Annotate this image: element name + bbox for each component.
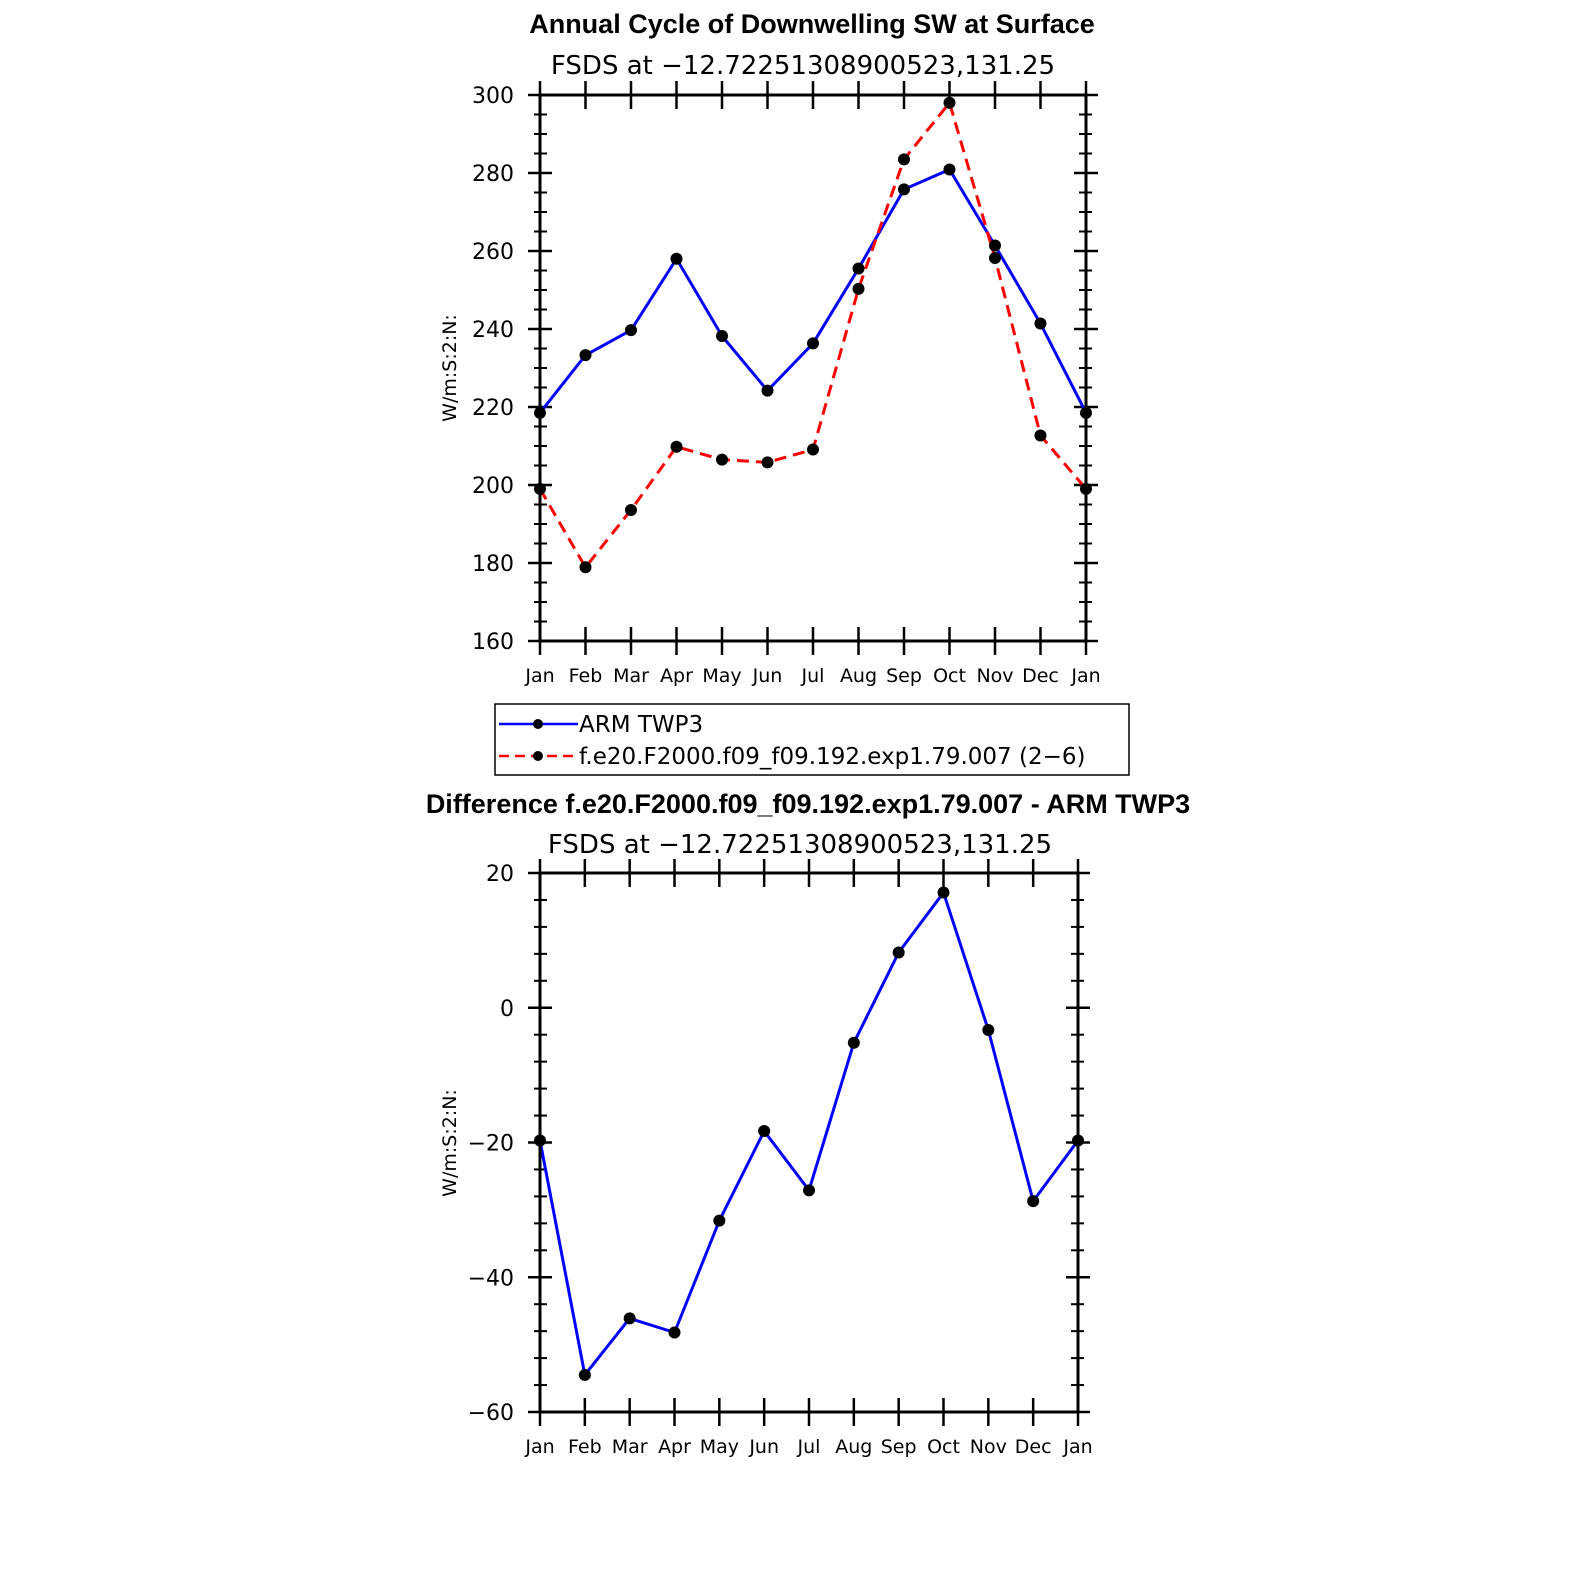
legend-marker-model	[533, 751, 543, 761]
data-point-obs	[625, 324, 637, 337]
data-point-diff	[847, 1036, 860, 1049]
data-point-diff	[892, 946, 905, 959]
y-tick-label: 20	[486, 862, 514, 887]
data-point-model	[579, 561, 592, 574]
x-tick-label: Jan	[524, 1436, 554, 1458]
y-axis-label: W/m:S:2:N:	[439, 1089, 461, 1197]
data-point-model	[1034, 429, 1047, 442]
y-tick-label: 220	[472, 396, 514, 421]
x-tick-label: Feb	[569, 665, 603, 687]
data-point-model	[807, 443, 819, 456]
x-tick-label: Mar	[612, 1436, 648, 1458]
data-point-obs	[716, 330, 728, 343]
data-point-obs	[807, 337, 819, 350]
data-point-model	[670, 440, 683, 453]
x-tick-label: Mar	[613, 665, 649, 687]
x-tick-label: Feb	[568, 1436, 602, 1458]
chart-title: Difference f.e20.F2000.f09_f09.192.exp1.…	[426, 789, 1190, 819]
data-point-model	[989, 252, 1001, 265]
data-point-model	[716, 453, 728, 466]
x-tick-label: Aug	[840, 665, 877, 687]
y-tick-labels: 160 180 200 220 240 260 280 300	[472, 84, 514, 655]
chart-title: Annual Cycle of Downwelling SW at Surfac…	[529, 9, 1095, 39]
data-point-diff	[1027, 1195, 1040, 1208]
data-point-diff	[578, 1368, 591, 1381]
data-point-diff	[623, 1312, 636, 1325]
data-point-diff	[803, 1184, 815, 1197]
plot-frame	[538, 871, 1080, 1414]
legend: ARM TWP3 f.e20.F2000.f09_f09.192.exp1.79…	[494, 703, 1130, 776]
legend-marker-obs	[533, 719, 543, 729]
difference-chart: Difference f.e20.F2000.f09_f09.192.exp1.…	[426, 789, 1190, 1458]
x-tick-label: Apr	[658, 1436, 691, 1458]
y-tick-label: 180	[472, 552, 514, 577]
y-tick-label: 260	[472, 240, 514, 265]
series-lines	[538, 101, 1088, 569]
y-tick-label: 280	[472, 162, 514, 187]
series-markers	[534, 886, 1084, 1381]
series-line-diff	[538, 891, 1080, 1377]
y-tick-label: −40	[468, 1266, 514, 1291]
y-tick-label: −20	[468, 1132, 514, 1157]
x-tick-label: Oct	[927, 1436, 960, 1458]
y-axis-label: W/m:S:2:N:	[439, 314, 461, 422]
data-point-obs	[989, 239, 1001, 252]
data-point-diff	[937, 886, 950, 899]
data-point-obs	[579, 349, 592, 362]
x-tick-label: Jan	[1070, 665, 1100, 687]
data-point-model	[761, 456, 774, 469]
x-tick-labels: Jan Feb Mar Apr May Jun Jul Aug Sep Oct Nov Dec Jan	[524, 1436, 1092, 1458]
x-tick-label: Aug	[835, 1436, 872, 1458]
x-tick-labels: Jan Feb Mar Apr May Jun Jul Aug Sep Oct Nov Dec Jan	[524, 665, 1100, 687]
data-point-obs	[898, 183, 910, 196]
data-point-obs	[670, 252, 683, 265]
data-point-obs	[1034, 317, 1047, 330]
y-tick-label: −60	[468, 1401, 514, 1426]
x-tick-label: Dec	[1015, 1436, 1052, 1458]
chart-subtitle: FSDS at −12.72251308900523,131.25	[548, 830, 1052, 860]
legend-box	[494, 703, 1130, 776]
data-point-obs	[852, 262, 865, 275]
y-tick-label: 240	[472, 318, 514, 343]
legend-label-model: f.e20.F2000.f09_f09.192.exp1.79.007 (2−6…	[579, 744, 1085, 770]
x-tick-label: Sep	[886, 665, 922, 687]
x-tick-label: Dec	[1022, 665, 1059, 687]
data-point-obs	[761, 384, 774, 397]
data-point-diff	[668, 1326, 681, 1339]
x-tick-label: Sep	[881, 1436, 917, 1458]
tick-marks	[528, 81, 1098, 655]
series-lines	[538, 891, 1080, 1377]
data-point-diff	[982, 1023, 995, 1036]
x-tick-label: Apr	[660, 665, 693, 687]
x-tick-label: Nov	[970, 1436, 1007, 1458]
x-tick-label: Nov	[976, 665, 1013, 687]
x-tick-label: Jul	[801, 665, 825, 687]
x-tick-label: May	[700, 1436, 739, 1458]
x-tick-label: Jun	[748, 1436, 779, 1458]
annual-cycle-chart: Annual Cycle of Downwelling SW at Surfac…	[439, 9, 1101, 687]
series-markers	[534, 96, 1092, 574]
data-point-model	[943, 96, 956, 109]
data-point-obs	[943, 163, 956, 176]
x-tick-label: Jun	[752, 665, 783, 687]
x-tick-label: Jul	[797, 1436, 821, 1458]
legend-label-obs: ARM TWP3	[579, 712, 703, 738]
x-tick-label: Jan	[524, 665, 554, 687]
chart-subtitle: FSDS at −12.72251308900523,131.25	[551, 51, 1055, 81]
y-tick-label: 160	[472, 630, 514, 655]
plot-frame	[538, 93, 1088, 643]
y-tick-label: 200	[472, 474, 514, 499]
x-tick-label: Oct	[933, 665, 966, 687]
y-tick-labels: −60 −40 −20 0 20	[468, 862, 514, 1426]
data-point-model	[898, 153, 910, 166]
y-tick-label: 0	[500, 997, 514, 1022]
data-point-diff	[713, 1214, 726, 1227]
data-point-model	[852, 282, 865, 295]
x-tick-label: Jan	[1062, 1436, 1092, 1458]
y-tick-label: 300	[472, 84, 514, 109]
data-point-model	[625, 503, 637, 516]
data-point-diff	[758, 1125, 771, 1138]
x-tick-label: May	[702, 665, 741, 687]
